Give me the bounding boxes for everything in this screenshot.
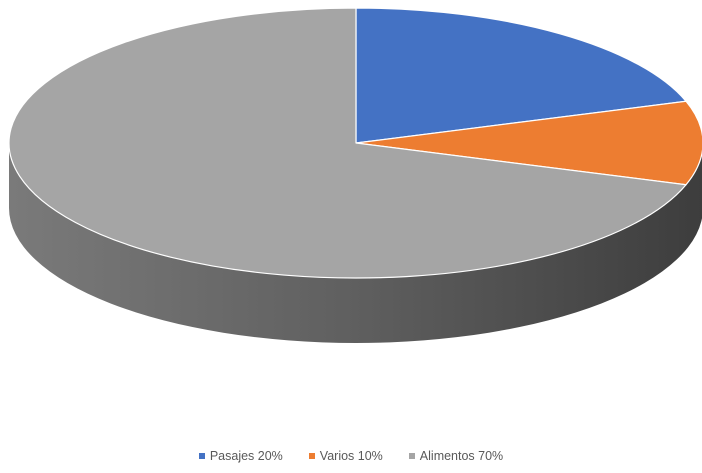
pie-side-face (9, 143, 702, 343)
pie-chart-plot (8, 7, 702, 343)
legend-swatch-varios (308, 453, 315, 459)
pie-slice-alimentos (8, 7, 687, 279)
legend-item-alimentos: Alimentos 70% (408, 449, 504, 463)
legend-item-pasajes: Pasajes 20% (198, 449, 283, 463)
legend-label-varios: Varios 10% (319, 449, 383, 463)
legend-label-alimentos: Alimentos 70% (419, 449, 504, 463)
pie-slices (8, 7, 702, 279)
pie-slice-varios (355, 100, 702, 186)
pie-side-wall (9, 143, 702, 343)
pie-slice-pasajes (355, 7, 687, 144)
legend-swatch-alimentos (408, 453, 415, 459)
legend-item-varios: Varios 10% (308, 449, 383, 463)
legend-swatch-pasajes (198, 453, 205, 459)
legend: Pasajes 20% Varios 10% Alimentos 70% (0, 449, 702, 463)
legend-label-pasajes: Pasajes 20% (209, 449, 283, 463)
